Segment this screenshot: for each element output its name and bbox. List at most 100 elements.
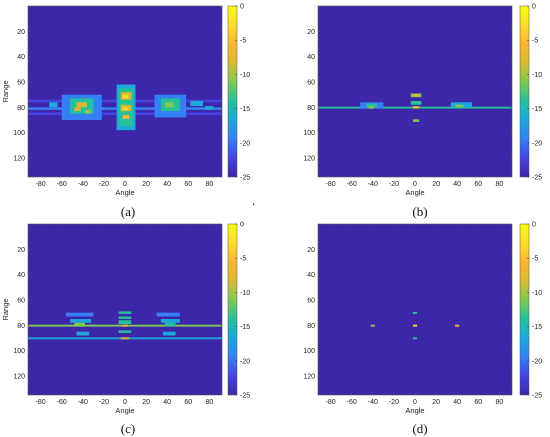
y-tick-label: 120: [303, 374, 315, 381]
x-tick-label: 60: [474, 399, 482, 406]
colorbar-tick-label: -5: [240, 38, 246, 45]
heatmap-cell: [118, 320, 132, 325]
x-tick-label: 0: [413, 399, 417, 406]
panel-caption: (c): [121, 421, 135, 436]
panel-caption: (b): [412, 204, 427, 219]
colorbar-tick-label: -5: [240, 256, 246, 263]
y-tick-label: 20: [17, 247, 25, 254]
x-tick-label: 20: [432, 181, 440, 188]
y-tick-label: 120: [13, 156, 25, 163]
colorbar-tick-label: -25: [240, 393, 250, 400]
heatmap-cell: [122, 114, 130, 119]
heatmap-cell: [121, 324, 129, 327]
colorbar-tick-label: -20: [240, 358, 250, 365]
heatmap-cell: [412, 312, 418, 314]
colorbar-tick-label: -25: [532, 175, 542, 182]
x-tick-label: -60: [347, 181, 357, 188]
colorbar-tick-label: 0: [240, 222, 244, 229]
heatmap-panel-c: -80 -60 -40 -20 0 20 40 60 80 20 40 60 80 100 120 Angle…: [1, 222, 250, 437]
colorbar-tick-label: -10: [532, 290, 542, 297]
y-tick-label: 100: [13, 348, 25, 355]
heatmap-cell: [413, 94, 419, 97]
y-tick-label: 120: [13, 374, 25, 381]
colorbar-tick-label: -5: [532, 256, 538, 263]
y-tick-label: 60: [307, 80, 315, 87]
heatmap-cell: [118, 330, 132, 333]
heatmap-panel-d: -80 -60 -40 -20 0 20 40 60 80 20 40 60 80 100 120 Angle…: [303, 222, 542, 437]
y-tick-label: 120: [303, 156, 315, 163]
x-axis-title: Angle: [115, 406, 134, 415]
x-tick-label: 0: [413, 181, 417, 188]
x-axis-title: Angle: [115, 188, 134, 197]
x-tick-label: 40: [163, 399, 171, 406]
plot-background: [318, 6, 512, 177]
colorbar-tick-label: -25: [240, 175, 250, 182]
colorbar-tick-label: -20: [532, 140, 542, 147]
heatmap-cell: [412, 324, 418, 327]
heatmap-cell: [455, 104, 464, 108]
x-tick-label: 20: [142, 399, 150, 406]
heatmap-cell: [74, 107, 81, 112]
colorbar: [519, 5, 530, 178]
plot-background: [28, 224, 222, 395]
y-tick-label: 40: [307, 54, 315, 61]
y-axis-title: Range: [1, 298, 10, 320]
x-tick-label: -40: [78, 181, 88, 188]
x-tick-label: -80: [326, 181, 336, 188]
heatmap-cell: [410, 101, 422, 105]
x-tick-label: 40: [453, 399, 461, 406]
y-tick-label: 60: [17, 298, 25, 305]
colorbar-tick-label: -10: [240, 72, 250, 79]
y-tick-label: 40: [17, 272, 25, 279]
y-tick-label: 60: [17, 80, 25, 87]
heatmap-cell: [205, 106, 214, 110]
colorbar: [227, 5, 238, 178]
heatmap-cell: [412, 119, 420, 122]
y-tick-label: 20: [307, 29, 315, 36]
x-tick-label: 80: [205, 399, 213, 406]
y-tick-label: 80: [17, 105, 25, 112]
colorbar-tick-label: 0: [532, 222, 536, 229]
heatmap-cell: [76, 102, 88, 108]
x-tick-label: -20: [99, 399, 109, 406]
heatmap-cell: [76, 331, 90, 336]
x-tick-label: 20: [142, 181, 150, 188]
x-tick-label: 80: [495, 399, 503, 406]
heatmap-cell: [165, 102, 174, 108]
y-tick-label: 20: [307, 247, 315, 254]
panel-caption: (d): [412, 421, 427, 436]
x-tick-label: 80: [205, 181, 213, 188]
heatmap-cell: [65, 312, 94, 317]
y-tick-label: 80: [307, 105, 315, 112]
heatmap-cell: [70, 319, 92, 323]
y-axis-title: Range: [1, 80, 10, 102]
heatmap-cell: [122, 94, 129, 99]
x-tick-label: 20: [432, 399, 440, 406]
x-tick-label: -20: [389, 181, 399, 188]
colorbar-tick-label: -15: [240, 324, 250, 331]
y-tick-label: 40: [17, 54, 25, 61]
x-tick-label: 60: [184, 181, 192, 188]
x-tick-label: 80: [495, 181, 503, 188]
y-tick-label: 100: [13, 130, 25, 137]
heatmap-cell: [156, 312, 180, 317]
heatmap-cell: [74, 322, 85, 327]
colorbar: [519, 223, 530, 396]
colorbar-tick-label: 0: [532, 4, 536, 11]
colorbar: [227, 223, 238, 396]
heatmap-cell: [368, 106, 374, 109]
y-tick-label: 80: [17, 323, 25, 330]
heatmap-cell: [122, 107, 129, 110]
colorbar-tick-label: -20: [532, 358, 542, 365]
y-tick-label: 80: [307, 323, 315, 330]
heatmap-cell: [412, 106, 420, 109]
x-tick-label: -60: [347, 399, 357, 406]
x-axis-title: Angle: [405, 406, 424, 415]
y-tick-label: 100: [303, 348, 315, 355]
x-tick-label: -20: [389, 399, 399, 406]
x-tick-label: -40: [368, 181, 378, 188]
heatmap-cell: [366, 103, 378, 108]
colorbar-tick-label: -15: [240, 106, 250, 113]
heatmap-cell: [412, 337, 418, 340]
x-tick-label: 0: [123, 181, 127, 188]
